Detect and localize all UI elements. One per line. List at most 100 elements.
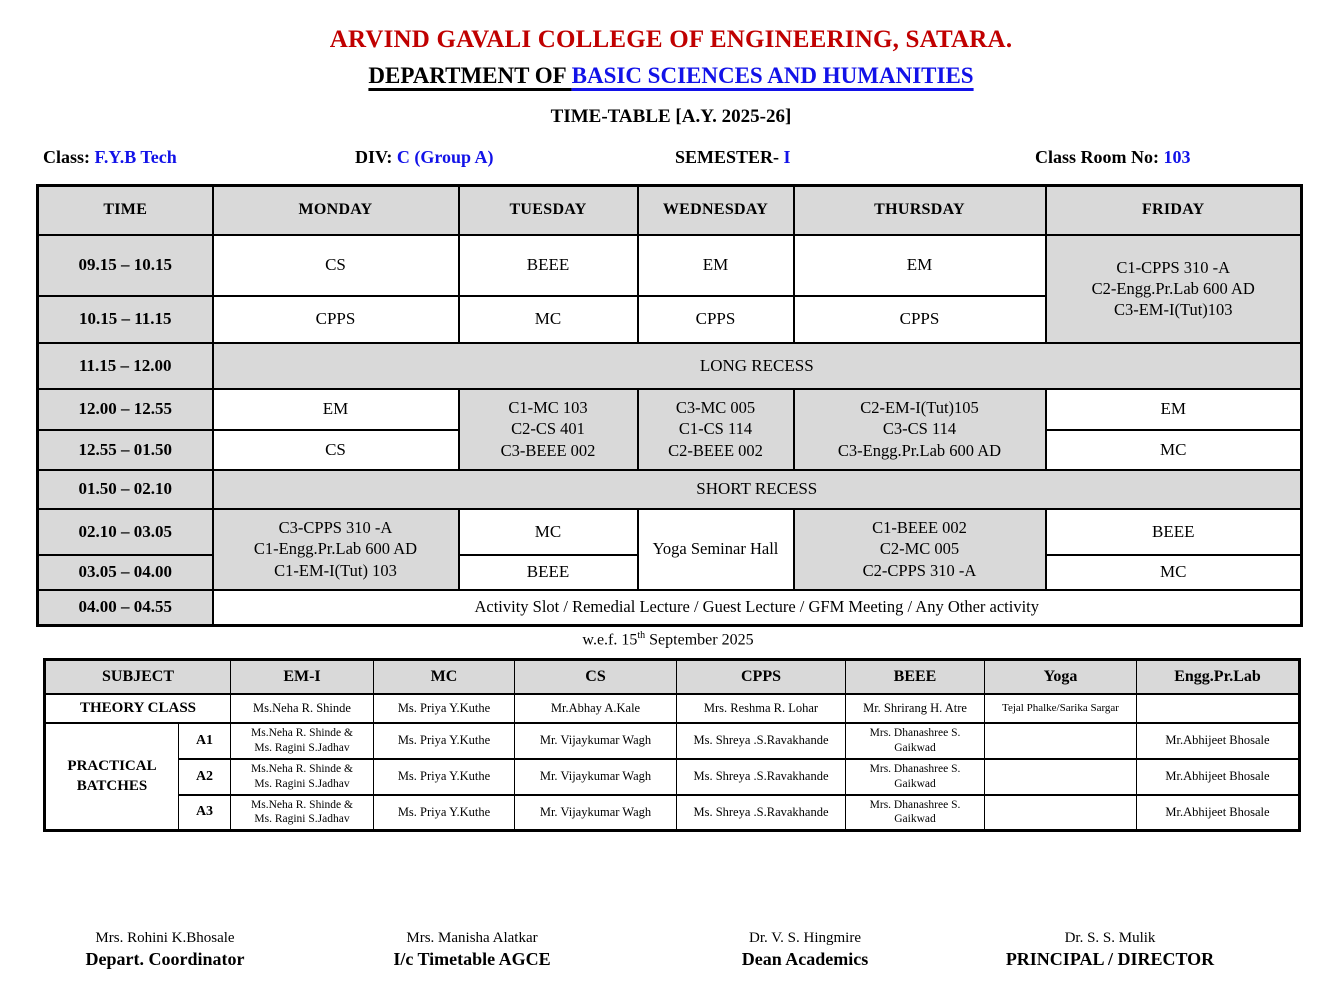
time-slot-0400: 04.00 – 04.55: [36, 588, 214, 627]
class-info-row: Class: F.Y.B Tech DIV: C (Group A) SEMES…: [0, 147, 1342, 173]
batch-a3-label: A3: [178, 793, 231, 832]
cell-thursday-noon-merged: C2-EM-I(Tut)105 C3-CS 114 C3-Engg.Pr.Lab…: [792, 387, 1047, 471]
cell-monday-1015: CPPS: [211, 294, 460, 344]
batch-a2-emi: Ms.Neha R. Shinde & Ms. Ragini S.Jadhav: [230, 757, 374, 796]
batch-a2-mc: Ms. Priya Y.Kuthe: [373, 757, 515, 796]
practical-batches-label: PRACTICAL BATCHES: [44, 721, 179, 832]
practical-batch-row: A2 Ms.Neha R. Shinde & Ms. Ragini S.Jadh…: [45, 757, 1300, 796]
staff-table: SUBJECT EM-I MC CS CPPS BEEE Yoga Engg.P…: [43, 658, 1301, 832]
time-slot-0210: 02.10 – 03.05: [36, 507, 214, 556]
time-slot-1200: 12.00 – 12.55: [36, 387, 214, 431]
time-slot-1115: 11.15 – 12.00: [36, 341, 214, 390]
cell-friday-0305: MC: [1044, 553, 1303, 591]
theory-class-label: THEORY CLASS: [44, 692, 231, 724]
classroom-label: Class Room No:: [1035, 147, 1164, 167]
batch-a1-mc: Ms. Priya Y.Kuthe: [373, 721, 515, 760]
timetable-header-row: TIME MONDAY TUESDAY WEDNESDAY THURSDAY F…: [36, 184, 1303, 236]
theory-cs-teacher: Mr.Abhay A.Kale: [514, 692, 677, 724]
class-field: Class: F.Y.B Tech: [43, 147, 177, 168]
signatory-name: Mrs. Manisha Alatkar: [406, 930, 538, 946]
cell-thursday-1015: CPPS: [792, 294, 1047, 344]
div-value: C (Group A): [396, 147, 494, 167]
classroom-value: 103: [1163, 147, 1191, 167]
batch-a2-lab: Mr.Abhijeet Bhosale: [1136, 757, 1300, 796]
signatory-role: Depart. Coordinator: [85, 949, 245, 969]
time-slot-0915: 09.15 – 10.15: [36, 233, 214, 297]
cell-wednesday-1015: CPPS: [636, 294, 795, 344]
div-label: DIV:: [355, 147, 397, 167]
staff-header-row: SUBJECT EM-I MC CS CPPS BEEE Yoga Engg.P…: [44, 658, 1300, 695]
staff-header-lab: Engg.Pr.Lab: [1136, 658, 1300, 695]
column-header-monday: MONDAY: [211, 184, 460, 236]
cell-tuesday-0915: BEEE: [457, 233, 639, 297]
wef-note: w.e.f. 15th September 2025: [36, 630, 1300, 649]
college-title: ARVIND GAVALI COLLEGE OF ENGINEERING, SA…: [329, 26, 1013, 53]
theory-beee-teacher: Mr. Shrirang H. Atre: [845, 692, 985, 724]
long-recess-row: 11.15 – 12.00 LONG RECESS: [36, 341, 1303, 390]
cell-wednesday-noon-merged: C3-MC 005 C1-CS 114 C2-BEEE 002: [636, 387, 795, 471]
batch-a3-emi: Ms.Neha R. Shinde & Ms. Ragini S.Jadhav: [230, 793, 374, 832]
batch-a1-lab: Mr.Abhijeet Bhosale: [1136, 721, 1300, 760]
signature-block-dean: Dr. V. S. Hingmire Dean Academics: [695, 930, 915, 970]
signatory-role: Dean Academics: [741, 949, 869, 969]
column-header-time: TIME: [36, 184, 214, 236]
timetable-title: TIME-TABLE [A.Y. 2025-26]: [550, 106, 792, 127]
signature-block-principal: Dr. S. S. Mulik PRINCIPAL / DIRECTOR: [975, 930, 1245, 970]
timetable-row: 09.15 – 10.15 CS BEEE EM EM C1-CPPS 310 …: [36, 233, 1303, 344]
theory-yoga-teacher: Tejal Phalke/Sarika Sargar: [984, 692, 1137, 724]
wef-superscript: th: [637, 630, 646, 641]
time-slot-0305: 03.05 – 04.00: [36, 553, 214, 591]
practical-batch-row: A3 Ms.Neha R. Shinde & Ms. Ragini S.Jadh…: [45, 793, 1300, 832]
batch-a1-yoga: [984, 721, 1137, 760]
long-recess-cell: LONG RECESS: [211, 341, 1303, 390]
time-slot-1255: 12.55 – 01.50: [36, 428, 214, 471]
batch-a3-cs: Mr. Vijaykumar Wagh: [514, 793, 677, 832]
signature-block-coordinator: Mrs. Rohini K.Bhosale Depart. Coordinato…: [55, 930, 275, 970]
batch-a1-cpps: Ms. Shreya .S.Ravakhande: [676, 721, 846, 760]
cell-wednesday-0915: EM: [636, 233, 795, 297]
signatory-name: Mrs. Rohini K.Bhosale: [95, 930, 235, 946]
practical-batch-row: PRACTICAL BATCHES A1 Ms.Neha R. Shinde &…: [44, 721, 1300, 832]
batch-a1-beee: Mrs. Dhanashree S. Gaikwad: [845, 721, 985, 760]
batch-a2-cs: Mr. Vijaykumar Wagh: [514, 757, 677, 796]
cell-tuesday-0210: MC: [457, 507, 639, 556]
cell-wednesday-yoga-merged: Yoga Seminar Hall: [636, 507, 795, 591]
batch-a2-beee: Mrs. Dhanashree S. Gaikwad: [845, 757, 985, 796]
signatory-role: I/c Timetable AGCE: [393, 949, 551, 969]
batch-a2-label: A2: [178, 757, 231, 796]
column-header-tuesday: TUESDAY: [457, 184, 639, 236]
wef-pre: w.e.f. 15: [582, 631, 638, 649]
batch-a3-mc: Ms. Priya Y.Kuthe: [373, 793, 515, 832]
column-header-friday: FRIDAY: [1044, 184, 1303, 236]
short-recess-row: 01.50 – 02.10 SHORT RECESS: [36, 468, 1303, 510]
cell-monday-1200: EM: [211, 387, 460, 431]
timetable-row: 12.00 – 12.55 EM C1-MC 103 C2-CS 401 C3-…: [36, 387, 1303, 471]
theory-cpps-teacher: Mrs. Reshma R. Lohar: [676, 692, 846, 724]
batch-a3-cpps: Ms. Shreya .S.Ravakhande: [676, 793, 846, 832]
cell-monday-afternoon-merged: C3-CPPS 310 -A C1-Engg.Pr.Lab 600 AD C1-…: [211, 507, 460, 591]
batch-a1-emi: Ms.Neha R. Shinde & Ms. Ragini S.Jadhav: [230, 721, 374, 760]
staff-header-emi: EM-I: [230, 658, 374, 695]
staff-header-subject: SUBJECT: [44, 658, 231, 695]
semester-label: SEMESTER-: [675, 147, 784, 167]
batch-a2-yoga: [984, 757, 1137, 796]
signature-block-timetable-incharge: Mrs. Manisha Alatkar I/c Timetable AGCE: [362, 930, 582, 970]
cell-monday-1255: CS: [211, 428, 460, 471]
staff-header-beee: BEEE: [845, 658, 985, 695]
cell-tuesday-noon-merged: C1-MC 103 C2-CS 401 C3-BEEE 002: [457, 387, 639, 471]
batch-a3-yoga: [984, 793, 1137, 832]
theory-emi-teacher: Ms.Neha R. Shinde: [230, 692, 374, 724]
cell-monday-0915: CS: [211, 233, 460, 297]
cell-thursday-0915: EM: [792, 233, 1047, 297]
time-slot-1015: 10.15 – 11.15: [36, 294, 214, 344]
activity-slot-cell: Activity Slot / Remedial Lecture / Guest…: [211, 588, 1303, 627]
department-prefix: DEPARTMENT OF: [368, 63, 572, 88]
staff-header-cs: CS: [514, 658, 677, 695]
batch-a1-cs: Mr. Vijaykumar Wagh: [514, 721, 677, 760]
batch-a3-beee: Mrs. Dhanashree S. Gaikwad: [845, 793, 985, 832]
timetable-row: 10.15 – 11.15 CPPS MC CPPS CPPS: [36, 294, 1302, 344]
staff-header-yoga: Yoga: [984, 658, 1137, 695]
timetable-row: 03.05 – 04.00 BEEE MC: [36, 553, 1303, 591]
column-header-thursday: THURSDAY: [792, 184, 1047, 236]
